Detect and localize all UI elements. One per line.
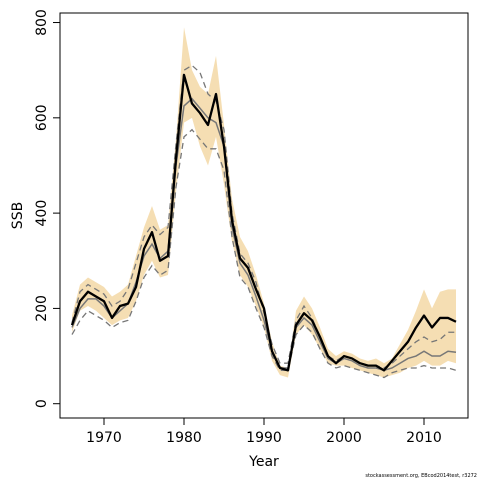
y-tick-label: 800 xyxy=(34,9,50,36)
interval-lines-layer xyxy=(71,64,457,379)
x-tick-label: 2010 xyxy=(406,430,442,446)
x-axis-label: Year xyxy=(248,454,279,470)
y-tick-label: 0 xyxy=(34,399,50,408)
x-tick-label: 1970 xyxy=(86,430,122,446)
interval-lower-line xyxy=(71,128,457,379)
confidence-band xyxy=(72,27,456,378)
credit-note: stockassessment.org, EBcod2014test, r327… xyxy=(365,473,477,479)
y-tick-label: 400 xyxy=(34,200,50,227)
x-tick-label: 1990 xyxy=(246,430,282,446)
estimate-line-layer xyxy=(70,73,457,372)
x-tick-label: 1980 xyxy=(166,430,202,446)
confidence-band-layer xyxy=(72,27,456,378)
y-tick-label: 200 xyxy=(34,295,50,322)
y-axis: 0 200 400 600 800 xyxy=(34,9,60,408)
estimate-line xyxy=(70,73,457,372)
y-tick-label: 600 xyxy=(34,104,50,131)
y-axis-label: SSB xyxy=(10,202,26,229)
x-axis: 1970 1980 1990 2000 2010 xyxy=(86,418,442,446)
x-tick-label: 2000 xyxy=(326,430,362,446)
